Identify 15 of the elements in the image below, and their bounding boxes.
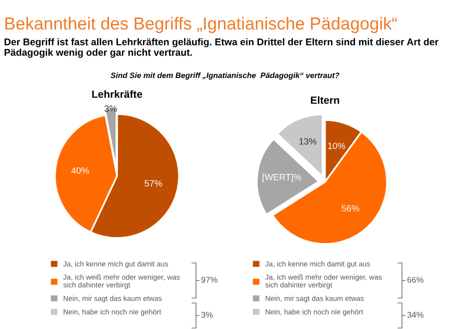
- data-label: 13%: [299, 138, 316, 145]
- data-label: [WERT]%: [262, 174, 302, 182]
- data-label: 56%: [342, 205, 360, 212]
- data-label: 57%: [144, 180, 162, 187]
- chart-title: Lehrkräfte: [92, 90, 142, 98]
- text: Bekanntheit des Begriffs „Ignatianische Pädagogik“: [5, 16, 397, 34]
- data-label: 10%: [328, 142, 346, 150]
- text: 97%: [201, 276, 218, 283]
- chart-title: Eltern: [310, 96, 340, 104]
- data-label: 40%: [71, 167, 89, 174]
- text: 66%: [407, 276, 424, 283]
- text: 34%: [407, 312, 424, 318]
- text: 3%: [201, 312, 213, 318]
- data-label: 3%: [104, 105, 117, 112]
- text: Der Begriff ist fast allen Lehrkräften geläufig. Etwa ein Drittel der Eltern sind mit dieser Art der Pädagogik wenig oder gar nicht vertraut.: [4, 38, 438, 58]
